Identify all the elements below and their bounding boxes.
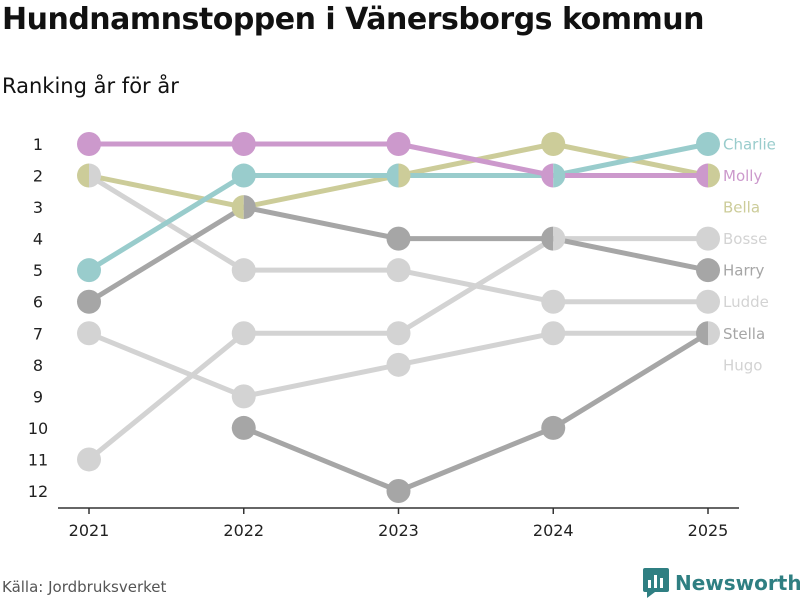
point-bella (77, 163, 89, 188)
y-tick-label: 2 (33, 167, 43, 186)
point-stella (541, 415, 566, 440)
point-bosse (77, 447, 101, 472)
series-line-bosse (86, 330, 247, 462)
point-molly (696, 163, 708, 188)
y-tick-label: 12 (28, 482, 48, 501)
x-axis: 2021 2022 2023 2024 2025 (58, 507, 739, 540)
point-hugo (541, 321, 566, 346)
y-tick-label: 3 (33, 198, 43, 217)
end-label-hugo: Hugo (723, 356, 763, 374)
point-bella (231, 195, 244, 220)
point-stella (696, 321, 708, 346)
point-ludde (541, 289, 566, 314)
x-tick-label: 2023 (378, 521, 419, 540)
series-line-stella (550, 330, 711, 431)
end-label-harry: Harry (723, 262, 765, 280)
series-lines (86, 141, 711, 494)
series-line-harry (86, 204, 247, 305)
x-tick-label: 2022 (223, 521, 264, 540)
point-bosse (553, 226, 566, 251)
x-tick-label: 2025 (688, 521, 729, 540)
brand-name: Newsworthy (675, 571, 800, 595)
newsworthy-logo-icon (643, 568, 669, 598)
point-bosse (696, 226, 720, 251)
series-line-stella (241, 425, 401, 494)
point-bosse (231, 321, 256, 346)
point-hugo (386, 352, 411, 377)
series-line-charlie (86, 173, 247, 273)
series-line-molly (396, 141, 556, 179)
end-label-molly: Molly (723, 167, 762, 185)
point-hugo (708, 321, 720, 346)
point-harry (243, 195, 256, 220)
end-label-charlie: Charlie (723, 136, 776, 154)
series-line-harry (550, 236, 711, 273)
series-line-charlie (550, 141, 711, 179)
point-hugo (77, 321, 101, 346)
y-tick-label: 10 (28, 419, 48, 438)
point-harry (696, 258, 720, 283)
end-label-stella: Stella (723, 325, 765, 343)
point-charlie (231, 163, 256, 188)
series-line-bella (86, 173, 247, 210)
brand-logo: Newsworthy (643, 568, 800, 598)
point-molly (386, 132, 411, 156)
series-line-hugo (396, 330, 556, 368)
point-stella (231, 415, 256, 440)
point-charlie (553, 163, 566, 188)
series-points (77, 132, 720, 503)
x-tick-label: 2021 (69, 521, 110, 540)
point-ludde (231, 258, 256, 283)
y-tick-label: 5 (33, 261, 43, 280)
point-hugo (231, 384, 256, 409)
point-harry (386, 226, 411, 251)
point-charlie (386, 163, 399, 188)
point-ludde (386, 258, 411, 283)
y-tick-label: 11 (28, 450, 48, 469)
point-stella (386, 479, 411, 503)
source-note: Källa: Jordbruksverket (2, 578, 167, 596)
x-tick-label: 2024 (533, 521, 574, 540)
end-label-bosse: Bosse (723, 230, 767, 248)
y-tick-label: 9 (33, 387, 43, 406)
y-tick-label: 1 (33, 135, 43, 154)
point-bella (398, 163, 411, 188)
point-ludde (696, 289, 720, 314)
chart-subtitle: Ranking år för år (2, 74, 179, 98)
y-tick-label: 4 (33, 230, 43, 249)
series-line-bella (241, 173, 401, 210)
point-bella (708, 163, 720, 188)
series-line-hugo (241, 362, 401, 399)
series-line-stella (396, 425, 556, 494)
y-tick-label: 7 (33, 324, 43, 343)
point-charlie (696, 132, 720, 156)
point-molly (541, 163, 554, 188)
chart-title: Hundnamnstoppen i Vänersborgs kommun (2, 2, 704, 37)
point-bella (541, 132, 566, 156)
point-molly (77, 132, 101, 156)
point-ludde (89, 163, 101, 188)
point-bosse (386, 321, 411, 346)
series-line-hugo (86, 330, 247, 399)
point-harry (541, 226, 554, 251)
y-tick-label: 8 (33, 356, 43, 375)
y-tick-label: 6 (33, 293, 43, 312)
series-line-ludde (396, 267, 556, 305)
end-label-bella: Bella (723, 199, 760, 217)
point-harry (77, 289, 101, 314)
point-charlie (77, 258, 101, 283)
end-labels: Charlie Molly Bella Bosse Harry Ludde Stella Hu… (723, 136, 776, 375)
end-label-ludde: Ludde (723, 293, 769, 311)
point-molly (231, 132, 256, 156)
series-line-harry (241, 204, 401, 242)
